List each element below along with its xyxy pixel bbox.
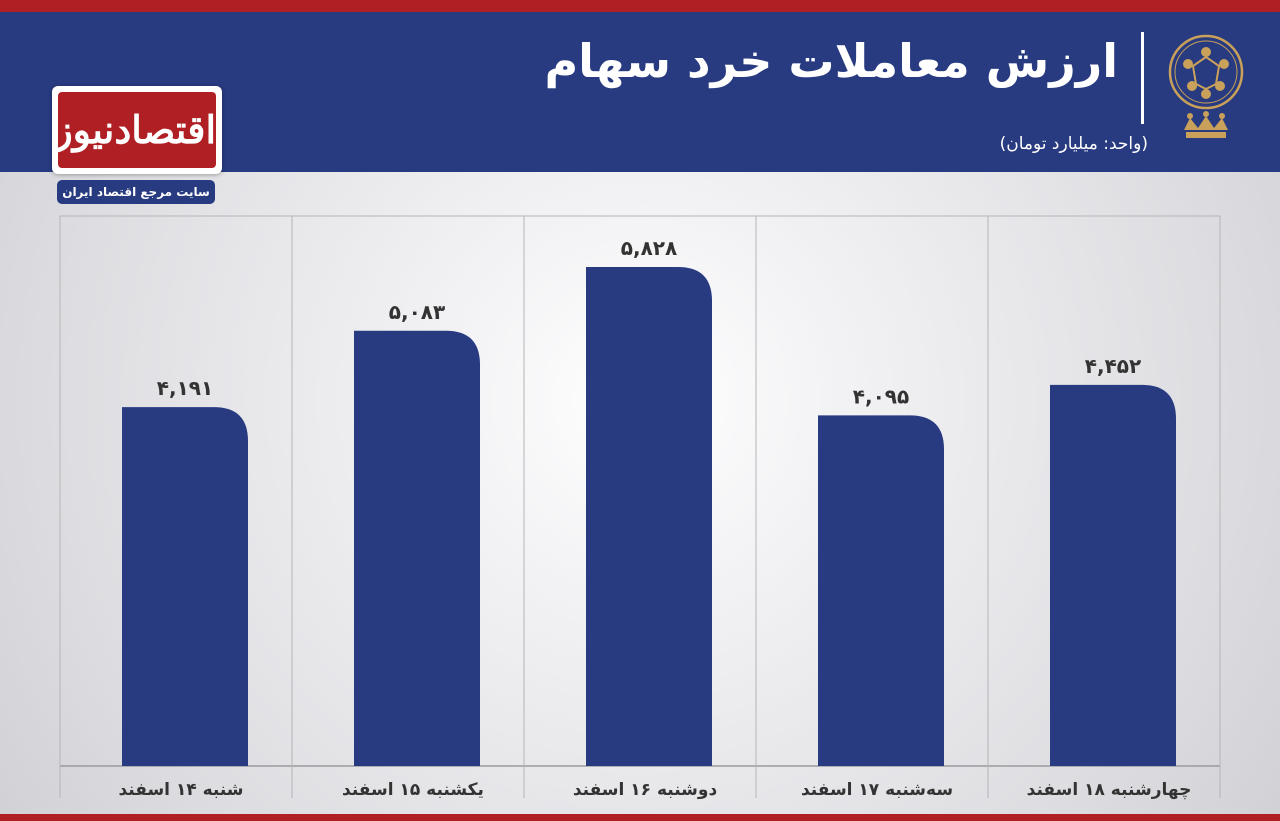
header-divider [1141,32,1144,124]
bottom-accent-bar [0,814,1280,821]
x-tick-label-1: شنبه ۱۴ اسفند [118,780,243,800]
brand-logo: اقتصادنیوز [52,86,222,174]
stock-exchange-emblem-icon [1168,34,1244,138]
bar-1 [122,407,248,766]
unit-note: (واحد: میلیارد تومان) [999,134,1148,154]
brand-logo-text: اقتصادنیوز [54,92,216,168]
data-label-4: ۴,۰۹۵ [853,384,909,408]
data-label-1: ۴,۱۹۱ [157,376,213,400]
brand-tagline: سایت مرجع اقتصاد ایران [57,180,215,204]
x-tick-label-5: چهارشنبه ۱۸ اسفند [1027,780,1192,800]
data-label-2: ۵,۰۸۳ [389,300,445,324]
bar-2 [354,330,480,766]
top-accent-bar [0,0,1280,12]
data-label-5: ۴,۴۵۲ [1085,354,1141,378]
bar-4 [818,415,944,766]
bar-5 [1050,384,1176,766]
x-tick-label-3: دوشنبه ۱۶ اسفند [573,780,718,800]
page-title: ارزش معاملات خرد سهام [544,34,1118,88]
bar-3 [586,267,712,766]
x-tick-label-4: سه‌شنبه ۱۷ اسفند [801,780,953,800]
x-tick-label-2: یکشنبه ۱۵ اسفند [342,780,484,800]
data-label-3: ۵,۸۲۸ [621,236,677,260]
